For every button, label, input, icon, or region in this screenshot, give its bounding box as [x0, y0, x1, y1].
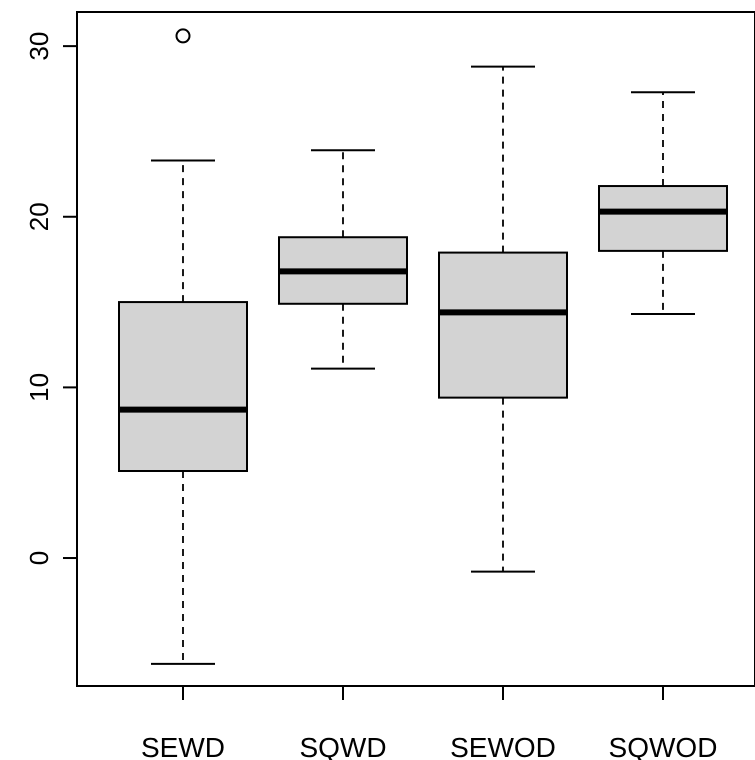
x-category-label: SQWOD	[609, 732, 718, 760]
iqr-box	[438, 251, 568, 399]
iqr-box	[118, 301, 248, 473]
boxes-group	[118, 28, 728, 665]
y-tick-label: 20	[24, 202, 54, 231]
y-axis: 0 10 20 30	[24, 32, 77, 565]
box-sewod	[438, 65, 568, 573]
box-sqwd	[278, 149, 408, 370]
x-category-label: SEWD	[141, 732, 225, 760]
box-sewd	[118, 28, 248, 665]
iqr-box	[598, 185, 728, 252]
x-category-label: SEWOD	[450, 732, 556, 760]
y-tick-label: 10	[24, 373, 54, 402]
x-category-label: SQWD	[299, 732, 386, 760]
plot-frame	[76, 11, 755, 687]
outlier-point	[175, 28, 191, 44]
y-tick-label: 30	[24, 32, 54, 61]
x-axis: SEWD SQWD SEWOD SQWOD	[141, 686, 717, 760]
y-tick-label: 0	[24, 551, 54, 565]
box-sqwod	[598, 91, 728, 316]
